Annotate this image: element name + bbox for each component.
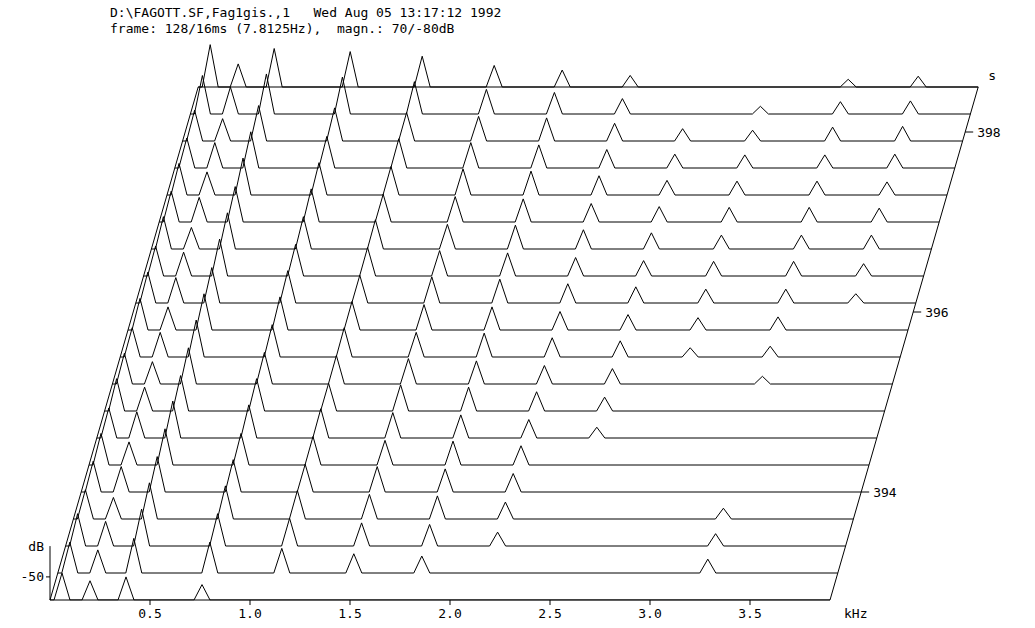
svg-text:s: s (988, 68, 996, 83)
svg-text:kHz: kHz (844, 606, 867, 621)
svg-text:398: 398 (977, 125, 1000, 140)
svg-text:dB: dB (28, 539, 44, 554)
svg-text:394: 394 (873, 485, 897, 500)
svg-text:2.0: 2.0 (438, 606, 461, 621)
svg-text:1.5: 1.5 (338, 606, 361, 621)
svg-text:0.5: 0.5 (138, 606, 161, 621)
svg-text:-50: -50 (21, 569, 44, 584)
svg-text:396: 396 (925, 305, 948, 320)
svg-text:3.0: 3.0 (638, 606, 661, 621)
svg-text:2.5: 2.5 (538, 606, 561, 621)
svg-text:3.5: 3.5 (738, 606, 761, 621)
svg-text:D:\FAGOTT.SF,Fag1gis.,1 Wed: D:\FAGOTT.SF,Fag1gis.,1 Wed Aug 05 13:17… (110, 5, 501, 20)
svg-text:frame: 128/16ms (7.8125Hz), m: frame: 128/16ms (7.8125Hz), magn.: 70/-8… (110, 21, 455, 36)
svg-text:1.0: 1.0 (238, 606, 261, 621)
